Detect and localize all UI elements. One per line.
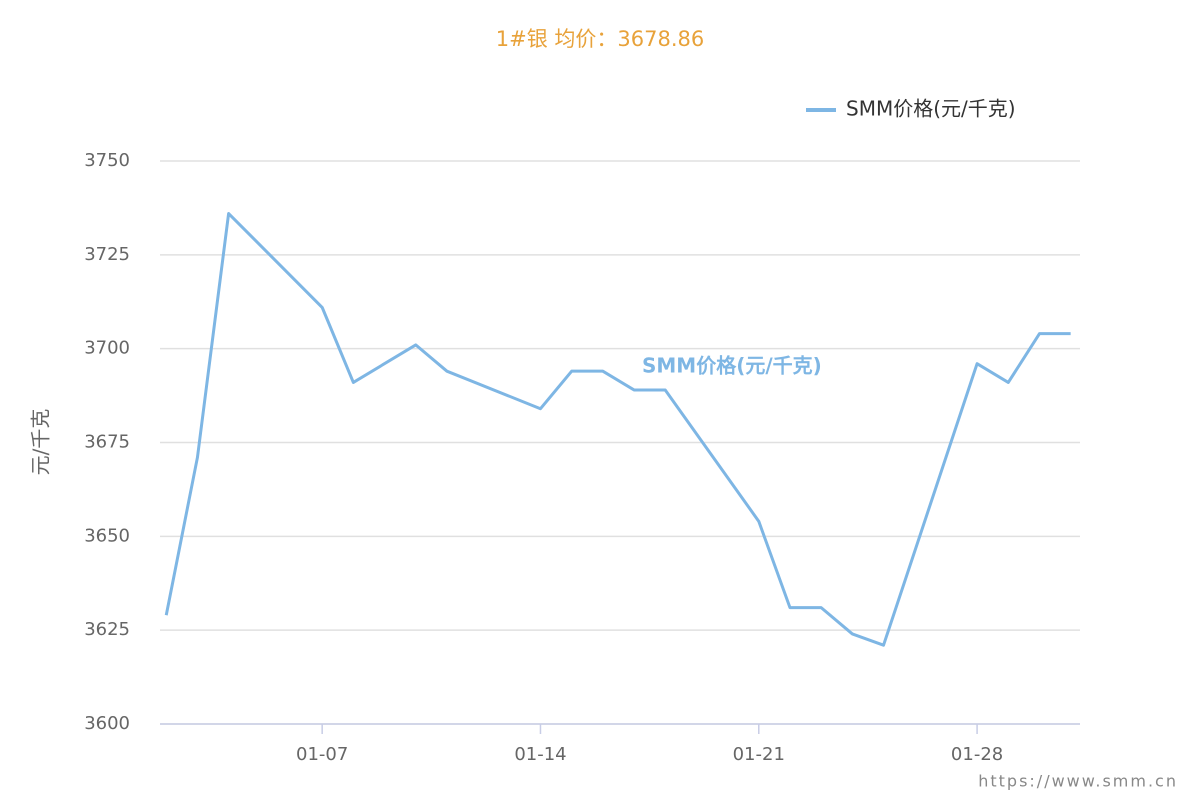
chart-title: 1#银 均价：3678.86 xyxy=(496,27,704,51)
y-tick-label: 3600 xyxy=(84,713,130,734)
y-tick-label: 3675 xyxy=(84,432,130,453)
legend-label: SMM价格(元/千克) xyxy=(846,97,1016,121)
y-tick-label: 3725 xyxy=(84,244,130,265)
source: https://www.smm.cn xyxy=(978,772,1178,791)
x-tick-label: 01-14 xyxy=(514,744,566,765)
y-tick-label: 3700 xyxy=(84,338,130,359)
series-label: SMM价格(元/千克) xyxy=(642,354,822,378)
y-tick-label: 3625 xyxy=(84,619,130,640)
line xyxy=(164,212,1071,647)
x-tick-label: 01-21 xyxy=(733,744,785,765)
y-tick-label: 3750 xyxy=(84,150,130,171)
y-axis-label: 元/千克 xyxy=(29,409,53,476)
y-tick-label: 3650 xyxy=(84,525,130,546)
x-tick-label: 01-28 xyxy=(951,744,1003,765)
x-tick-label: 01-07 xyxy=(296,744,348,765)
